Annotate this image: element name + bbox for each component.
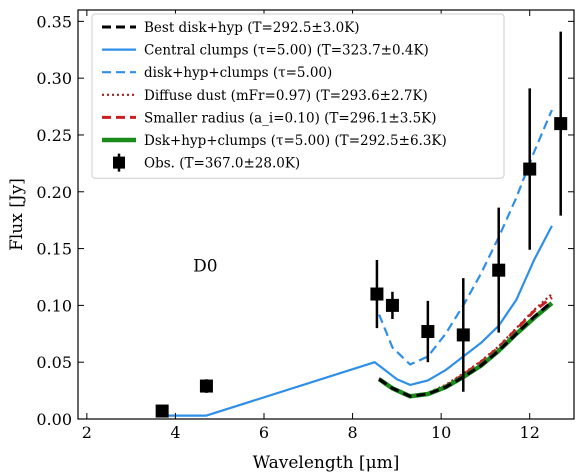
y-tick-label: 0.20: [36, 183, 72, 202]
obs-point: [385, 298, 399, 312]
series-line: [157, 225, 553, 417]
legend-label: disk+hyp+clumps (τ=5.00): [144, 65, 332, 81]
legend-label: Dsk+hyp+clumps (τ=5.00) (T=292.5±6.3K): [144, 133, 447, 149]
obs-point: [523, 162, 537, 176]
obs-point: [155, 404, 169, 418]
y-tick-label: 0.05: [36, 353, 72, 372]
plot-frame: [77, 9, 575, 420]
legend-label: Obs. (T=367.0±28.0K): [144, 156, 300, 172]
obs-point: [492, 263, 506, 277]
y-tick-label: 0.00: [36, 410, 72, 429]
series-line: [378, 296, 553, 398]
obs-point: [421, 325, 435, 339]
y-tick-label: 0.25: [36, 126, 72, 145]
legend-obs-marker: [113, 156, 125, 169]
x-tick-label: 4: [170, 423, 180, 442]
x-tick-label: 8: [347, 423, 357, 442]
observations: [155, 31, 568, 418]
y-axis-label: Flux [Jy]: [7, 178, 27, 251]
legend-box: [91, 13, 505, 179]
x-tick-label: 2: [82, 423, 92, 442]
obs-point: [370, 287, 384, 301]
legend-label: Diffuse dust (mFr=0.97) (T=293.6±2.7K): [144, 88, 428, 104]
x-tick-label: 10: [431, 423, 451, 442]
panel-annotation: D0: [193, 256, 217, 276]
obs-point: [199, 379, 213, 393]
legend-label: Smaller radius (a_i=0.10) (T=296.1±3.5K): [144, 110, 437, 126]
series-line: [378, 293, 553, 397]
obs-point: [554, 117, 568, 131]
legend-label: Central clumps (τ=5.00) (T=323.7±0.4K): [144, 43, 429, 59]
y-tick-label: 0.30: [36, 69, 72, 88]
obs-point: [456, 328, 470, 342]
legend-label: Best disk+hyp (T=292.5±3.0K): [144, 20, 360, 36]
y-tick-label: 0.35: [36, 12, 72, 31]
x-tick-label: 6: [259, 423, 269, 442]
y-tick-label: 0.15: [36, 240, 72, 259]
axis-ticks: 2 4 6 8 10 12 0.00 0.05 0.10 0.15 0.20 0.25 0.30 0.35: [36, 10, 574, 442]
x-axis-label: Wavelength [μm]: [253, 453, 400, 473]
legend: Best disk+hyp (T=292.5±3.0K) Central clum…: [91, 13, 505, 179]
y-tick-label: 0.10: [36, 296, 72, 315]
x-tick-label: 12: [520, 423, 540, 442]
